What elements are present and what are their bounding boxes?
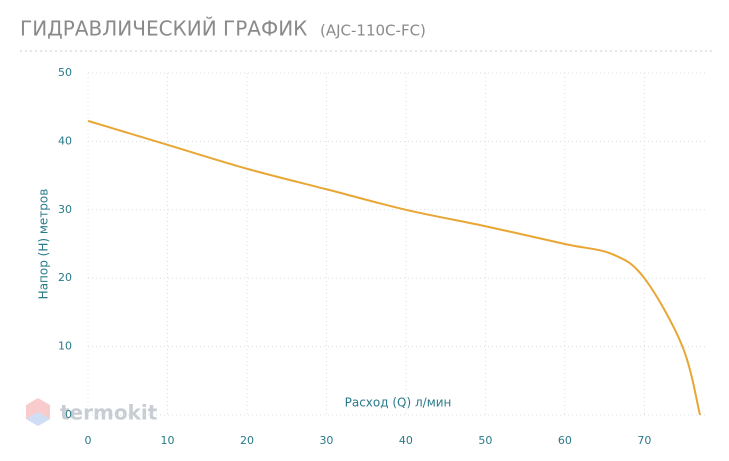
x-tick-label: 20: [240, 434, 254, 447]
watermark-logo-part: [26, 412, 50, 426]
x-tick-label: 50: [478, 434, 492, 447]
y-tick-label: 20: [58, 271, 72, 284]
x-tick-label: 40: [399, 434, 413, 447]
watermark-text: termokit: [60, 401, 158, 425]
chart-subtitle: (AJC-110C-FC): [320, 22, 426, 40]
x-tick-label: 10: [160, 434, 174, 447]
y-axis-label: Напор (H) метров: [37, 189, 51, 300]
y-tick-label: 10: [58, 340, 72, 353]
x-tick-label: 60: [558, 434, 572, 447]
y-tick-label: 50: [58, 66, 72, 79]
x-axis-label: Расход (Q) л/мин: [345, 396, 452, 410]
y-tick-label: 40: [58, 134, 72, 147]
x-tick-label: 70: [637, 434, 651, 447]
y-tick-label: 30: [58, 203, 72, 216]
series-line: [87, 119, 701, 416]
x-tick-label: 30: [319, 434, 333, 447]
chart-title: ГИДРАВЛИЧЕСКИЙ ГРАФИК: [20, 17, 307, 41]
y-tick-label: 0: [65, 408, 72, 421]
watermark: termokit: [26, 398, 158, 426]
x-tick-label: 0: [85, 434, 92, 447]
